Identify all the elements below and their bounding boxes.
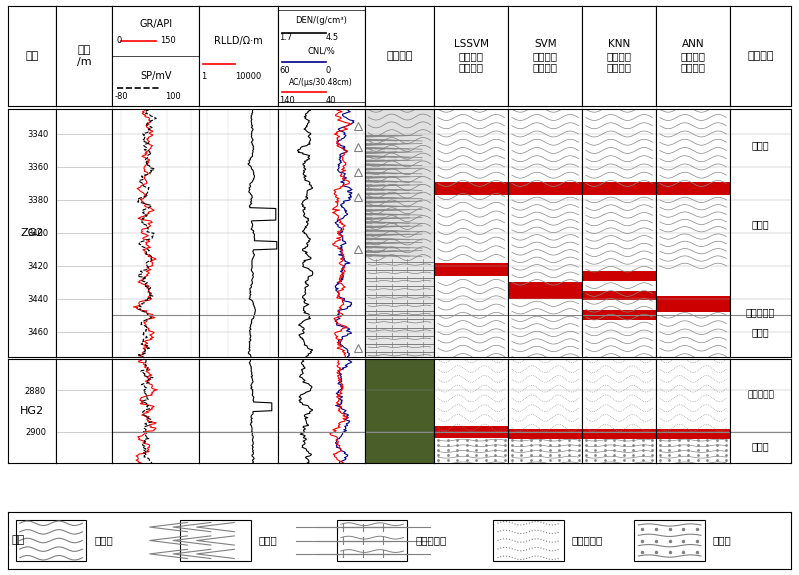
Bar	[656, 296, 730, 312]
Bar	[508, 429, 582, 439]
Text: 60: 60	[280, 66, 290, 75]
Bar	[656, 182, 730, 195]
Text: 0: 0	[117, 36, 122, 45]
Bar	[494, 520, 564, 561]
Bar	[582, 182, 656, 195]
Bar	[337, 520, 407, 561]
Text: LSSVM
测井岩性
识别结果: LSSVM 测井岩性 识别结果	[454, 40, 489, 72]
Text: 混合花岗岩: 混合花岗岩	[415, 535, 447, 546]
Bar	[634, 520, 705, 561]
Text: 角闪岩: 角闪岩	[259, 535, 277, 546]
Text: 混合花岗岩: 混合花岗岩	[746, 307, 775, 317]
Text: SVM
测井岩性
识别结果: SVM 测井岩性 识别结果	[533, 40, 558, 72]
Text: 10000: 10000	[235, 72, 261, 80]
Bar	[582, 290, 656, 301]
Text: DEN/(g/cm³): DEN/(g/cm³)	[296, 16, 347, 25]
Bar	[656, 429, 730, 439]
Text: 1.7: 1.7	[280, 33, 292, 43]
Text: CNL/%: CNL/%	[308, 47, 335, 56]
Text: 0: 0	[325, 66, 331, 75]
Text: 混合岩: 混合岩	[752, 327, 769, 337]
Bar	[582, 310, 656, 320]
Bar	[16, 520, 86, 561]
Text: 1: 1	[201, 72, 206, 80]
Bar	[582, 271, 656, 281]
Bar	[582, 429, 656, 439]
Bar	[435, 182, 508, 195]
Text: 混合岩: 混合岩	[94, 535, 113, 546]
Text: 角闪岩: 角闪岩	[752, 220, 769, 229]
Text: 录井岩性: 录井岩性	[747, 51, 773, 61]
Bar	[181, 520, 251, 561]
Text: 井号: 井号	[26, 51, 38, 61]
Text: RLLD/Ω·m: RLLD/Ω·m	[214, 36, 263, 46]
Text: 混合片麻岩: 混合片麻岩	[572, 535, 603, 546]
Text: SP/mV: SP/mV	[140, 71, 172, 81]
Bar	[508, 282, 582, 299]
Text: GR/API: GR/API	[139, 19, 173, 29]
Text: 100: 100	[165, 92, 181, 101]
Text: 混合岩: 混合岩	[752, 140, 769, 151]
Text: 4.5: 4.5	[325, 33, 339, 43]
Text: ZG2: ZG2	[20, 228, 44, 238]
Text: 录井岩性: 录井岩性	[386, 51, 413, 61]
Text: 图例: 图例	[12, 535, 25, 546]
Text: KNN
测井岩性
识别结果: KNN 测井岩性 识别结果	[606, 40, 632, 72]
Text: ANN
测井岩性
识别结果: ANN 测井岩性 识别结果	[681, 40, 706, 72]
Text: 40: 40	[325, 96, 336, 105]
Bar	[364, 109, 435, 258]
Text: 变粒岩: 变粒岩	[752, 442, 769, 451]
Text: 深度
/m: 深度 /m	[77, 45, 91, 67]
Text: 混合片麻岩: 混合片麻岩	[747, 390, 774, 399]
Bar	[435, 426, 508, 438]
Text: 140: 140	[280, 96, 295, 105]
Bar	[435, 263, 508, 276]
Text: -80: -80	[115, 92, 129, 101]
Text: AC/(μs/30.48cm): AC/(μs/30.48cm)	[289, 78, 353, 87]
Text: 变粒岩: 变粒岩	[713, 535, 731, 546]
Bar	[508, 182, 582, 195]
Text: 150: 150	[161, 36, 176, 45]
Text: HG2: HG2	[20, 406, 44, 416]
